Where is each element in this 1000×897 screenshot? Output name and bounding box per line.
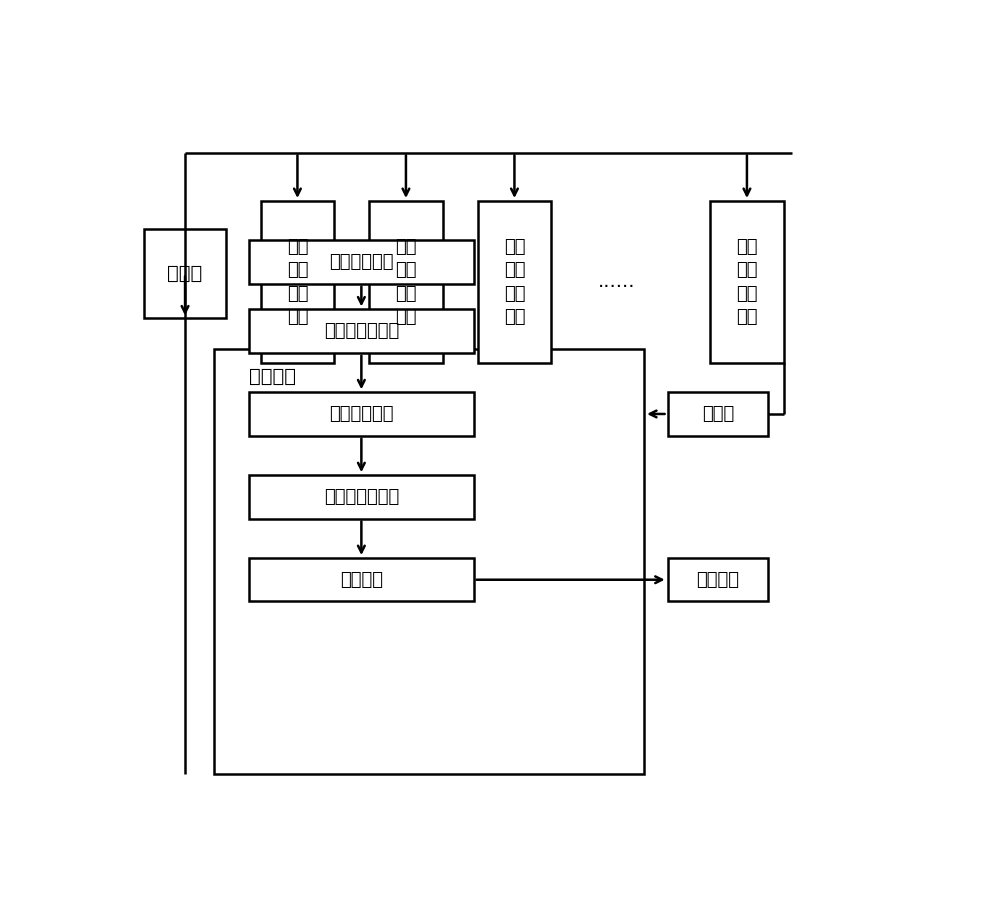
Bar: [261, 201, 334, 363]
Bar: [668, 558, 768, 602]
Text: 检测主机: 检测主机: [249, 367, 296, 386]
Bar: [668, 392, 768, 436]
Text: 准确度计算模块: 准确度计算模块: [324, 488, 399, 506]
Bar: [369, 201, 443, 363]
Text: 标准源: 标准源: [167, 264, 203, 283]
Bar: [249, 309, 474, 353]
Text: 以太网: 以太网: [702, 405, 734, 423]
Bar: [710, 201, 784, 363]
Text: 电能
质量
监测
装置: 电能 质量 监测 装置: [287, 238, 308, 327]
Bar: [249, 558, 474, 602]
Bar: [249, 392, 474, 436]
Text: 报告模块: 报告模块: [340, 570, 383, 588]
Bar: [144, 229, 226, 318]
Bar: [249, 475, 474, 518]
Text: 数据采集模块: 数据采集模块: [329, 405, 394, 423]
Text: 电能
质量
监测
装置: 电能 质量 监测 装置: [504, 238, 525, 327]
Bar: [214, 350, 644, 774]
Text: 电能
质量
监测
装置: 电能 质量 监测 装置: [395, 238, 417, 327]
Bar: [478, 201, 551, 363]
Text: 打印输出: 打印输出: [696, 570, 739, 588]
Bar: [249, 240, 474, 283]
Text: 人机交互模块: 人机交互模块: [329, 253, 394, 271]
Text: 标准源控制模块: 标准源控制模块: [324, 322, 399, 340]
Text: ......: ......: [598, 272, 636, 292]
Text: 电能
质量
监测
装置: 电能 质量 监测 装置: [736, 238, 758, 327]
